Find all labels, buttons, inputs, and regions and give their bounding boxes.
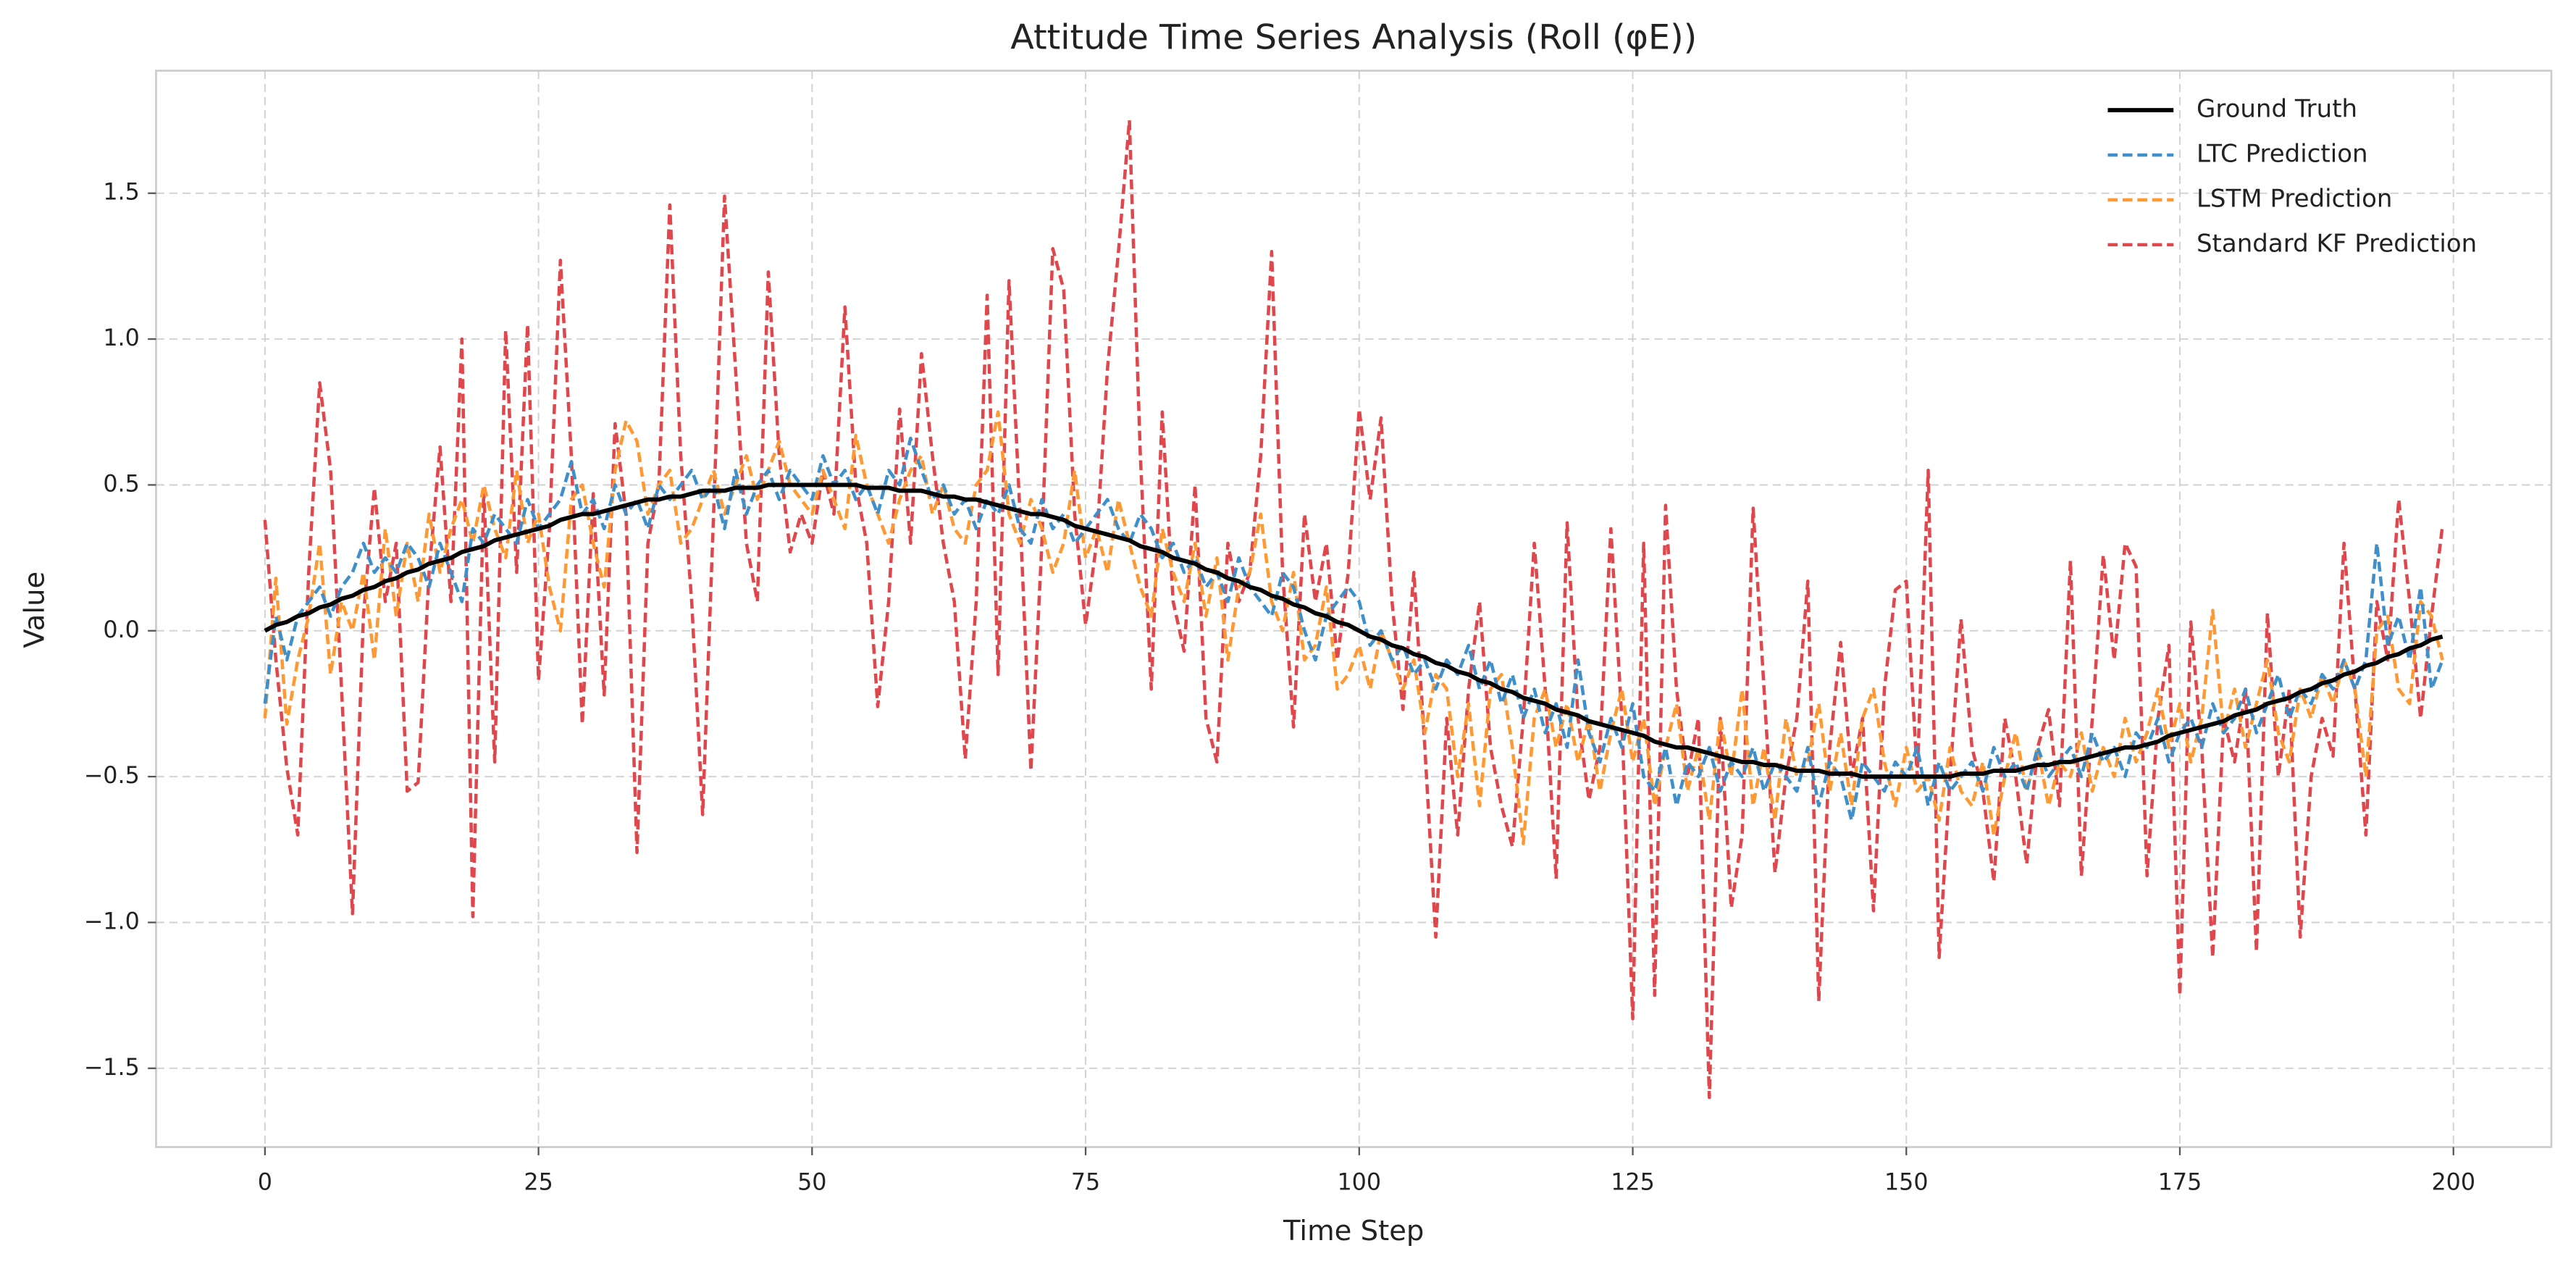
plot-frame: [155, 70, 2553, 1148]
chart-title: Attitude Time Series Analysis (Roll (φE)…: [1010, 18, 1697, 58]
x-tick-label: 175: [2158, 1169, 2202, 1195]
legend-label: Standard KF Prediction: [2197, 229, 2477, 258]
x-tick-label: 150: [1884, 1169, 1929, 1195]
series-line: [263, 436, 2444, 822]
series-line: [263, 118, 2444, 1100]
grid-layer: [156, 70, 2551, 1147]
x-tick-label: 75: [1071, 1169, 1100, 1195]
y-tick-label: 1.0: [103, 325, 140, 351]
legend-label: Ground Truth: [2197, 95, 2357, 124]
y-tick-label: 0.5: [103, 471, 140, 497]
plot-layer: [263, 118, 2444, 1100]
y-tick-label: −1.0: [84, 908, 140, 934]
series-line: [264, 482, 2443, 779]
legend: Ground Truth LTC Prediction LSTM Predictio…: [2107, 95, 2477, 258]
axes-layer: 0 25 50 75 100 125 150 175 200 −1.5 −1.0 −0.5 0.0 0.5…: [84, 180, 2475, 1196]
x-tick-label: 100: [1337, 1169, 1381, 1195]
y-tick-label: −1.5: [84, 1055, 140, 1081]
x-tick-label: 200: [2431, 1169, 2475, 1195]
x-tick-label: 50: [797, 1169, 826, 1195]
y-tick-label: 1.5: [103, 180, 140, 206]
legend-label: LSTM Prediction: [2197, 184, 2392, 213]
legend-label: LTC Prediction: [2197, 140, 2368, 169]
x-axis-label: Time Step: [1283, 1215, 1424, 1247]
y-tick-label: −0.5: [84, 763, 140, 789]
x-tick-label: 125: [1611, 1169, 1655, 1195]
y-axis-label: Value: [18, 572, 51, 648]
x-tick-label: 0: [258, 1169, 272, 1195]
x-tick-label: 25: [524, 1169, 553, 1195]
y-tick-label: 0.0: [103, 617, 140, 643]
